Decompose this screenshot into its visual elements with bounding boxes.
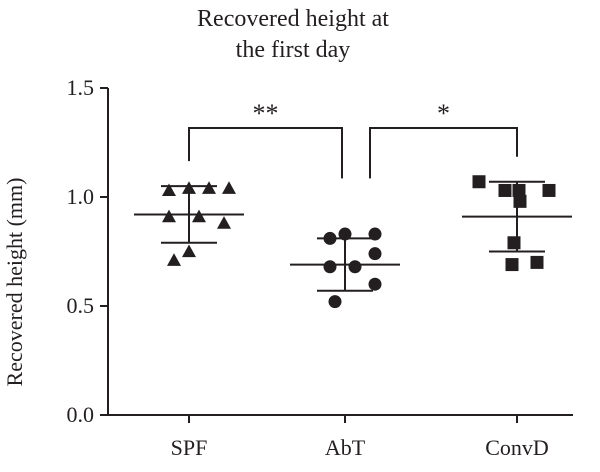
data-point-circle <box>368 227 382 241</box>
data-point-square <box>507 236 521 250</box>
data-point-square <box>472 175 486 189</box>
data-groups <box>134 175 572 309</box>
y-tick-label: 1.0 <box>67 184 95 209</box>
data-point-triangle <box>202 181 216 194</box>
data-point-square <box>512 183 526 197</box>
data-point-triangle <box>182 181 196 194</box>
x-category-label: ConvD <box>485 435 549 460</box>
significance-label: ** <box>253 99 279 128</box>
significance-brackets: ** * <box>188 99 518 179</box>
data-point-triangle <box>182 244 196 258</box>
data-point-circle <box>323 260 337 274</box>
data-point-triangle <box>162 209 176 223</box>
y-tick-label: 0.5 <box>67 293 95 318</box>
chart-title-line-2: the first day <box>236 37 351 63</box>
data-point-circle <box>368 247 382 261</box>
group-convd <box>462 175 572 272</box>
data-point-triangle <box>222 181 236 194</box>
chart-title-line-1: Recovered height at <box>197 6 389 32</box>
data-point-triangle <box>167 253 181 266</box>
y-tick-label: 1.5 <box>67 75 95 100</box>
data-point-triangle <box>217 216 231 229</box>
data-point-triangle <box>192 209 206 223</box>
x-category-label: AbT <box>325 435 366 460</box>
significance-label: * <box>437 99 450 128</box>
data-point-square <box>513 194 527 208</box>
data-point-square <box>530 255 544 269</box>
data-point-circle <box>323 231 337 245</box>
data-point-square <box>542 183 556 197</box>
data-point-circle <box>328 295 342 309</box>
y-axis: 0.0 0.5 1.0 1.5 <box>67 75 109 427</box>
data-point-square <box>505 258 519 272</box>
y-tick-label: 0.0 <box>67 402 95 427</box>
significance-bracket <box>369 127 518 179</box>
x-axis: SPF AbT ConvD <box>108 414 573 460</box>
data-point-square <box>498 183 512 197</box>
group-spf <box>134 181 244 266</box>
data-point-circle <box>338 227 352 241</box>
group-abt <box>290 227 400 309</box>
data-point-circle <box>348 260 362 274</box>
x-category-label: SPF <box>171 435 208 460</box>
data-point-triangle <box>162 183 176 197</box>
data-point-circle <box>368 277 382 291</box>
significance-bracket <box>188 127 343 179</box>
y-axis-title: Recovered height (mm) <box>2 178 27 387</box>
